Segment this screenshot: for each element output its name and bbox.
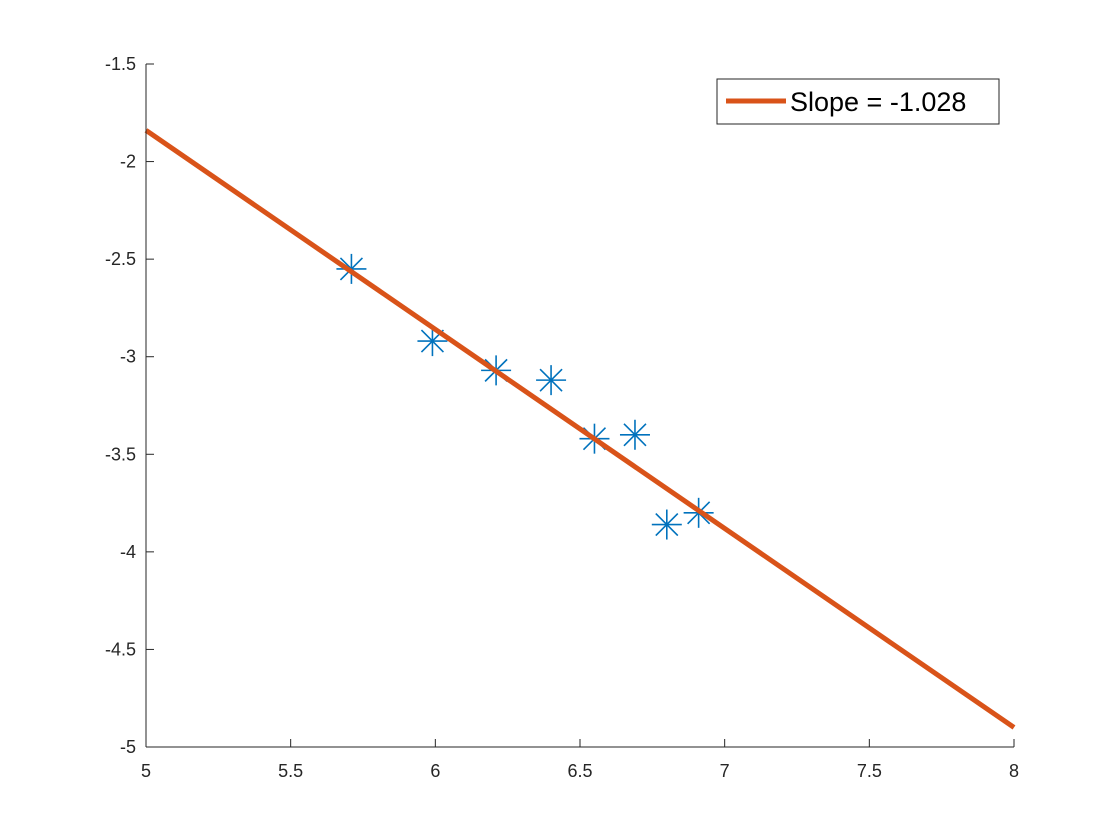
x-tick-label: 7	[720, 761, 730, 781]
y-ticks: -5 -4.5 -4 -3.5 -3 -2.5 -2 -1.5	[105, 54, 154, 757]
fit-line-group	[144, 128, 1016, 730]
fit-line	[144, 128, 1016, 730]
y-tick-label: -1.5	[105, 54, 136, 74]
y-tick-label: -4	[120, 542, 136, 562]
data-point	[651, 509, 682, 540]
x-ticks: 5 5.5 6 6.5 7 7.5 8	[141, 739, 1019, 781]
data-points	[336, 253, 714, 540]
y-tick-label: -2	[120, 152, 136, 172]
legend: Slope = -1.028	[716, 78, 1000, 125]
data-point	[536, 365, 567, 396]
y-tick-label: -3	[120, 347, 136, 367]
axes	[145, 64, 1014, 748]
y-tick-label: -2.5	[105, 249, 136, 269]
x-tick-label: 6	[430, 761, 440, 781]
x-tick-label: 5.5	[278, 761, 303, 781]
y-tick-label: -3.5	[105, 444, 136, 464]
data-point	[417, 326, 448, 357]
x-tick-label: 6.5	[567, 761, 592, 781]
data-point	[619, 419, 650, 450]
x-tick-label: 5	[141, 761, 151, 781]
x-tick-label: 7.5	[857, 761, 882, 781]
y-tick-label: -4.5	[105, 639, 136, 659]
x-tick-label: 8	[1009, 761, 1019, 781]
legend-entry-label: Slope = -1.028	[790, 87, 966, 117]
y-tick-label: -5	[120, 737, 136, 757]
